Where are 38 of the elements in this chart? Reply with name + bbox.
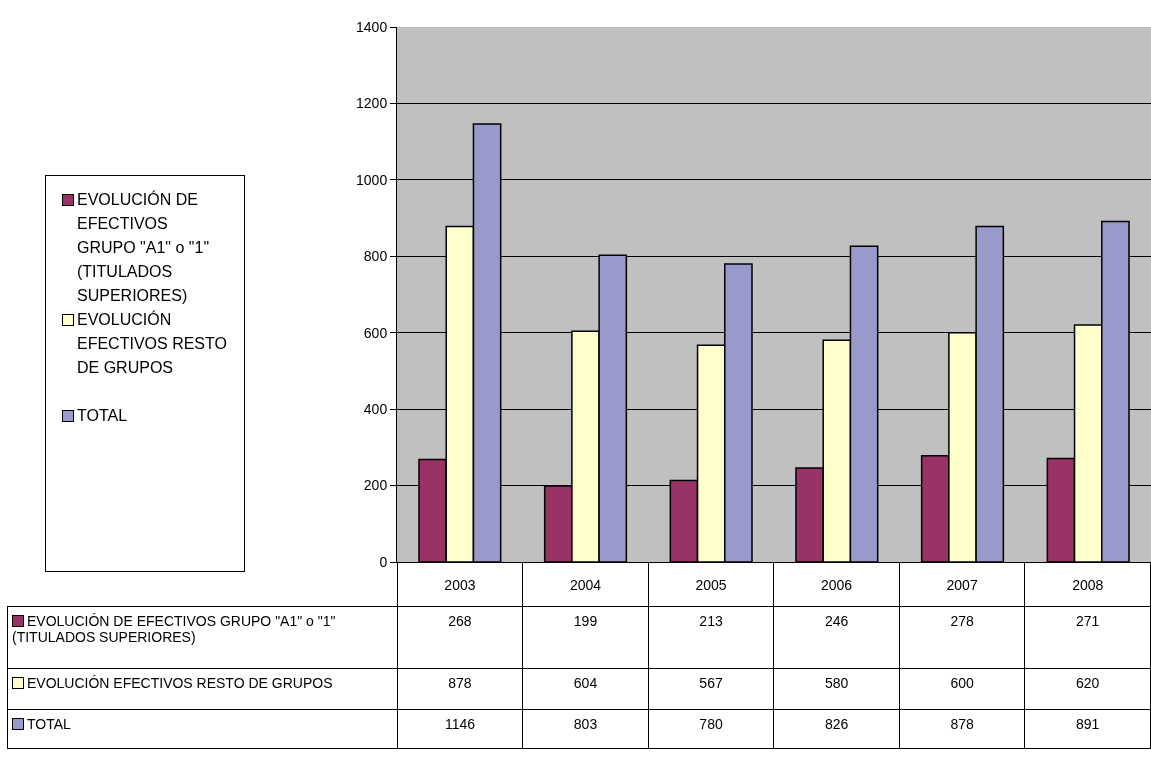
y-tick-label: 1000 <box>356 171 388 188</box>
data-label: 1146 <box>397 709 523 749</box>
legend-label: EVOLUCIÓN DE EFECTIVOS GRUPO "A1" o "1" (TITULADOS SUPERIORES) <box>7 606 398 669</box>
y-tick-label: 0 <box>379 553 388 570</box>
y-tick-label: 800 <box>363 248 388 265</box>
x-tick-label: 2005 <box>648 562 774 607</box>
x-tick-label: 2006 <box>773 562 900 607</box>
data-label: 580 <box>773 668 900 710</box>
data-label: 620 <box>1024 668 1151 710</box>
data-label: 600 <box>899 668 1025 710</box>
data-label: 271 <box>1024 606 1151 669</box>
data-label: 268 <box>397 606 523 669</box>
data-label: 780 <box>648 709 774 749</box>
text: TOTAL <box>27 716 71 732</box>
x-tick-label: 2007 <box>899 562 1025 607</box>
data-label: 213 <box>648 606 774 669</box>
y-tick-label: 600 <box>363 324 388 341</box>
data-label: 604 <box>522 668 649 710</box>
data-label: 567 <box>648 668 774 710</box>
x-tick-label: 2004 <box>522 562 649 607</box>
x-tick-label: 2003 <box>397 562 523 607</box>
y-tick-label: 400 <box>363 401 388 418</box>
text: EVOLUCIÓN DE EFECTIVOS GRUPO "A1" o "1" (TITULADOS SUPERIORES) <box>77 191 210 304</box>
data-label: 803 <box>522 709 649 749</box>
data-label: 826 <box>773 709 900 749</box>
y-tick-label: 200 <box>363 477 388 494</box>
data-label: 199 <box>522 606 649 669</box>
x-tick-label: 2008 <box>1024 562 1151 607</box>
y-tick-label: 1400 <box>356 18 388 35</box>
text: EVOLUCIÓN EFECTIVOS RESTO DE GRUPOS <box>77 311 227 376</box>
data-label: 878 <box>397 668 523 710</box>
data-label: 891 <box>1024 709 1151 749</box>
y-tick-label: 1200 <box>356 95 388 112</box>
data-label: 246 <box>773 606 900 669</box>
legend-label: EVOLUCIÓN EFECTIVOS RESTO DE GRUPOS <box>7 668 398 710</box>
data-label: 878 <box>899 709 1025 749</box>
legend-label: TOTAL <box>77 406 129 426</box>
data-label: 278 <box>899 606 1025 669</box>
